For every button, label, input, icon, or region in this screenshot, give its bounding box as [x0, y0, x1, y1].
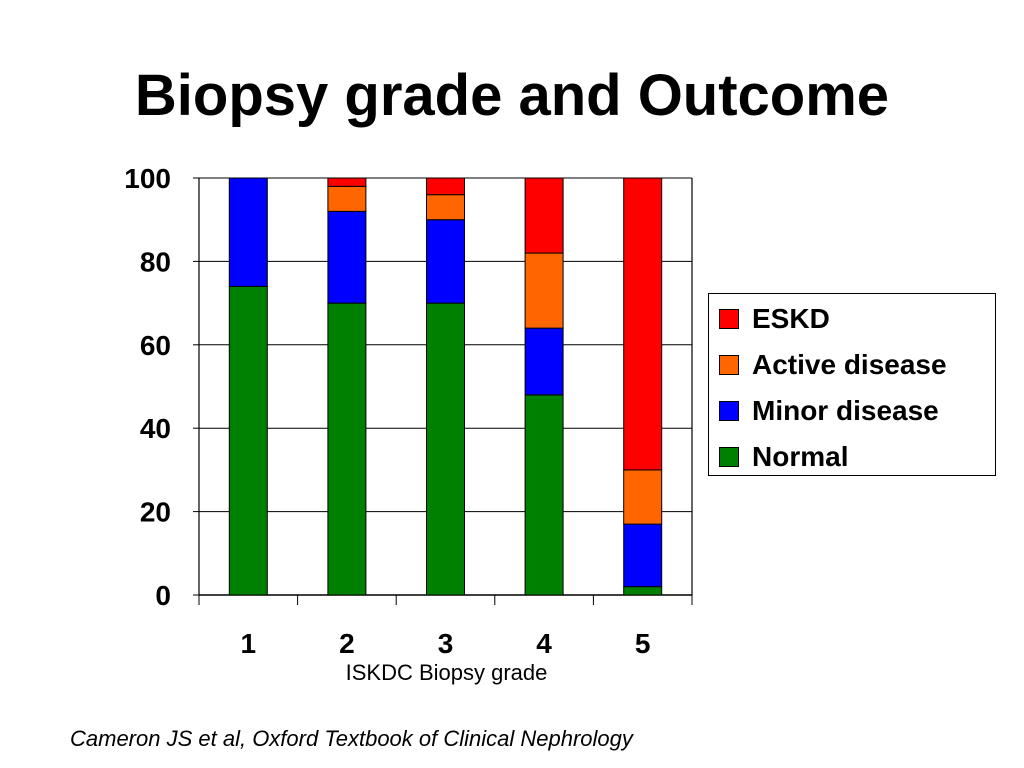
bar-segment-active-disease-grade-2 — [327, 185, 367, 212]
x-tick-label-2: 2 — [339, 628, 355, 659]
bar-segment-normal-grade-5 — [623, 586, 663, 596]
legend-label-eskd: ESKD — [752, 303, 830, 334]
legend-item-normal: Normal — [719, 440, 848, 474]
y-tick-label-60: 60 — [140, 330, 171, 361]
bar-segment-minor-disease-grade-1 — [228, 177, 268, 287]
x-tick-label-4: 4 — [536, 628, 552, 659]
x-axis-title: ISKDC Biopsy grade — [345, 660, 548, 685]
bar-segment-normal-grade-3 — [426, 302, 465, 596]
chart-legend: ESKD Active disease Minor disease Normal — [708, 293, 996, 476]
bar-segment-normal-grade-4 — [524, 394, 564, 596]
bar-segment-active-disease-grade-5 — [623, 469, 663, 525]
x-tick-label-3: 3 — [438, 628, 454, 659]
bar-segment-minor-disease-grade-3 — [426, 219, 465, 304]
bar-segment-minor-disease-grade-2 — [327, 210, 367, 304]
bar-segment-eskd-grade-3 — [426, 177, 465, 196]
legend-item-active-disease: Active disease — [719, 348, 947, 382]
y-tick-label-0: 0 — [155, 580, 171, 611]
x-tick-label-5: 5 — [635, 628, 651, 659]
bar-segment-eskd-grade-5 — [623, 177, 663, 471]
slide-title: Biopsy grade and Outcome — [134, 63, 890, 128]
bar-segment-eskd-grade-2 — [327, 177, 367, 187]
legend-item-eskd: ESKD — [719, 302, 830, 336]
y-tick-label-80: 80 — [140, 246, 171, 277]
legend-item-minor-disease: Minor disease — [719, 394, 939, 428]
bar-segment-active-disease-grade-4 — [524, 252, 564, 329]
y-tick-label-20: 20 — [140, 497, 171, 528]
legend-label-active-disease: Active disease — [752, 349, 947, 380]
y-tick-label-40: 40 — [140, 413, 171, 444]
bar-segment-normal-grade-1 — [228, 285, 268, 596]
legend-swatch-active-disease — [719, 355, 739, 375]
bar-segment-normal-grade-2 — [327, 302, 367, 596]
legend-label-minor-disease: Minor disease — [752, 395, 939, 426]
y-tick-label-100: 100 — [124, 163, 171, 194]
bar-segment-eskd-grade-4 — [524, 177, 564, 254]
legend-label-normal: Normal — [752, 441, 849, 472]
legend-swatch-normal — [719, 447, 739, 467]
x-tick-label-1: 1 — [241, 628, 257, 659]
legend-swatch-minor-disease — [719, 401, 739, 421]
legend-swatch-eskd — [719, 309, 739, 329]
citation: Cameron JS et al, Oxford Textbook of Cli… — [70, 726, 633, 751]
bar-segment-minor-disease-grade-5 — [623, 523, 663, 588]
bar-segment-minor-disease-grade-4 — [524, 327, 564, 396]
bar-segment-active-disease-grade-3 — [426, 194, 465, 221]
